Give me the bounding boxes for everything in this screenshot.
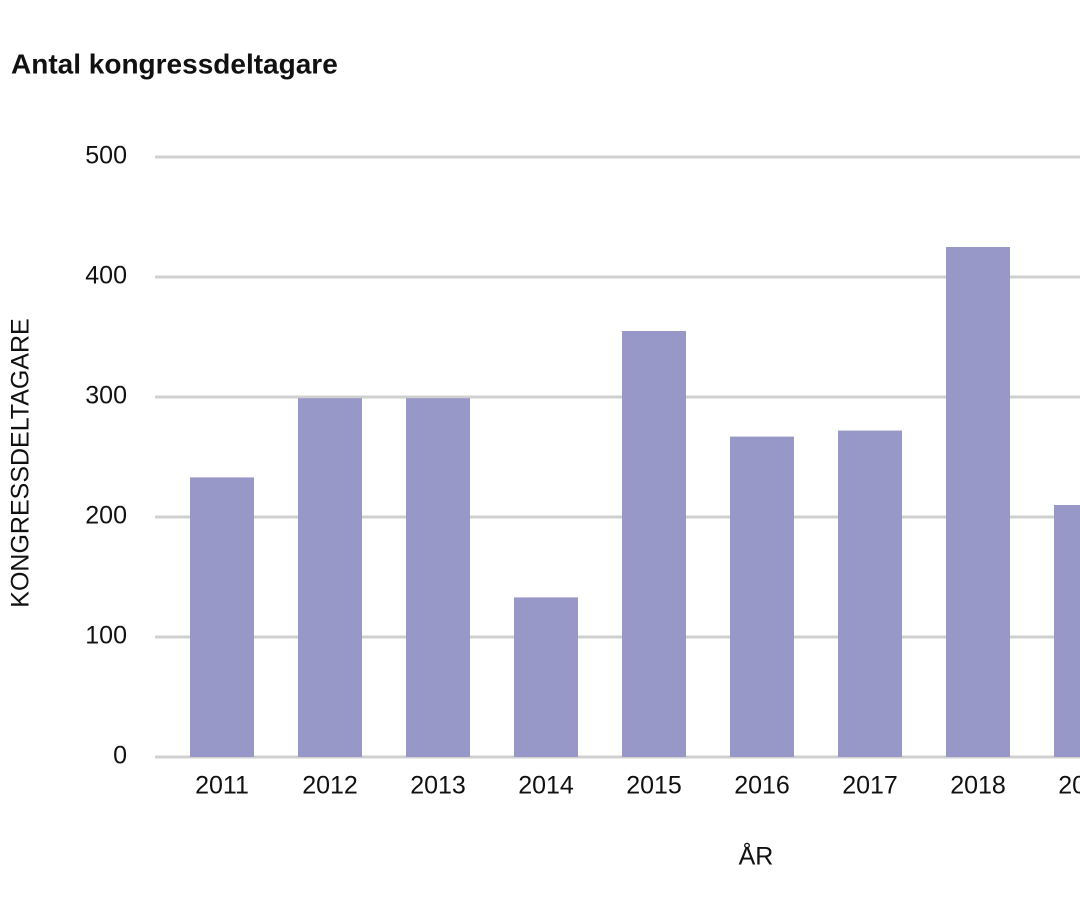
bar xyxy=(190,477,254,757)
x-tick-label: 2016 xyxy=(734,772,790,800)
bar xyxy=(514,597,578,757)
bar xyxy=(838,430,902,757)
x-tick-label: 2017 xyxy=(842,772,898,800)
x-tick-label: 2018 xyxy=(950,772,1006,800)
y-tick-label: 0 xyxy=(113,742,127,770)
y-tick-label: 300 xyxy=(85,382,127,410)
chart-title: Antal kongressdeltagare xyxy=(11,48,338,79)
x-tick-label: 2012 xyxy=(302,772,358,800)
y-axis-label: KONGRESSDELTAGARE xyxy=(7,318,35,607)
bar xyxy=(730,436,794,757)
bar xyxy=(406,398,470,757)
x-axis-label: ÅR xyxy=(739,841,774,871)
y-tick-label: 100 xyxy=(85,622,127,650)
y-tick-label: 200 xyxy=(85,502,127,530)
x-tick-label: 2014 xyxy=(518,772,574,800)
x-tick-label: 2019 xyxy=(1058,772,1080,800)
x-tick-label: 2013 xyxy=(410,772,466,800)
bar xyxy=(622,331,686,757)
x-tick-label: 2015 xyxy=(626,772,682,800)
y-tick-label: 500 xyxy=(85,142,127,170)
bar xyxy=(1054,505,1080,757)
x-tick-label: 2011 xyxy=(195,772,249,800)
bar xyxy=(946,247,1010,757)
y-tick-label: 400 xyxy=(85,262,127,290)
bar xyxy=(298,398,362,757)
